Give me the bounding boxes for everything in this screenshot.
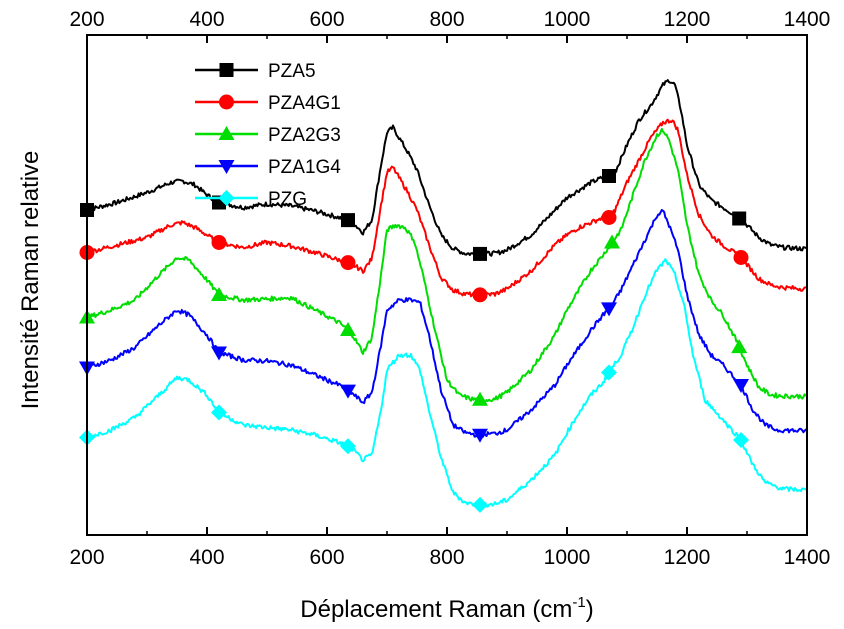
legend-item: PZA5 xyxy=(195,61,316,82)
data-point-marker xyxy=(601,302,617,317)
legend-label: PZA5 xyxy=(268,61,316,82)
legend: PZA5 PZA4G1 PZA2G3 PZA1G4 PZG xyxy=(195,61,341,210)
legend-marker xyxy=(219,94,234,110)
data-point-marker xyxy=(341,213,355,228)
data-point-marker xyxy=(340,255,356,271)
data-point-marker xyxy=(604,234,620,249)
series-pzg xyxy=(79,258,808,513)
data-point-marker xyxy=(472,496,488,513)
legend-marker xyxy=(218,190,235,206)
data-point-marker xyxy=(472,391,488,406)
x-tick-label-bottom: 200 xyxy=(69,546,104,569)
legend-item: PZG xyxy=(195,189,307,210)
legend-item: PZA1G4 xyxy=(195,157,341,178)
data-point-marker xyxy=(733,432,749,448)
series-pza1g4 xyxy=(79,209,808,443)
ticks-layer: 200 200 400 400 600 600 800 800 1000 1000 1200 1200… xyxy=(69,8,830,569)
x-tick-label-top: 400 xyxy=(189,8,224,31)
series-line xyxy=(86,79,808,258)
data-point-marker xyxy=(340,438,356,455)
data-point-marker xyxy=(601,210,617,225)
data-point-marker xyxy=(211,287,227,301)
x-tick-label-bottom: 1200 xyxy=(664,546,711,569)
series-line xyxy=(86,209,808,438)
data-point-marker xyxy=(732,211,747,226)
legend-label: PZA2G3 xyxy=(268,125,341,146)
data-point-marker xyxy=(340,322,356,336)
series-pza5 xyxy=(80,79,808,261)
series-pza2g3 xyxy=(79,127,808,406)
series-line xyxy=(86,118,808,299)
data-point-marker xyxy=(731,339,748,354)
data-point-marker xyxy=(472,428,488,443)
data-point-marker xyxy=(211,404,227,421)
x-tick-label-top: 800 xyxy=(429,8,464,31)
series-line xyxy=(86,258,808,508)
x-tick-label-bottom: 1000 xyxy=(544,546,591,569)
y-axis-title: Intensité Raman relative xyxy=(17,151,44,410)
data-point-marker xyxy=(733,379,749,393)
x-tick-label-bottom: 600 xyxy=(309,546,344,569)
legend-marker xyxy=(219,63,234,77)
x-tick-label-top: 1200 xyxy=(664,8,711,31)
x-axis-title: Déplacement Raman (cm-1) xyxy=(300,594,593,623)
data-point-marker xyxy=(211,235,227,250)
legend-marker xyxy=(218,160,235,174)
data-point-marker xyxy=(601,364,617,381)
legend-marker xyxy=(218,126,235,140)
x-tick-label-top: 1400 xyxy=(784,8,831,31)
legend-label: PZA4G1 xyxy=(268,93,341,114)
x-tick-label-top: 200 xyxy=(69,8,104,31)
x-tick-label-top: 600 xyxy=(309,8,344,31)
data-point-marker xyxy=(733,250,749,265)
data-point-marker xyxy=(211,346,227,361)
legend-item: PZA4G1 xyxy=(195,93,341,114)
data-point-marker xyxy=(340,384,356,399)
x-tick-label-top: 1000 xyxy=(544,8,591,31)
data-point-marker xyxy=(473,246,487,261)
series-line xyxy=(87,127,808,403)
series-layer xyxy=(79,79,808,513)
x-tick-label-bottom: 800 xyxy=(429,546,464,569)
x-tick-label-bottom: 400 xyxy=(189,546,224,569)
series-pza4g1 xyxy=(79,118,808,303)
legend-label: PZA1G4 xyxy=(268,157,341,178)
legend-label: PZG xyxy=(268,189,307,210)
legend-item: PZA2G3 xyxy=(195,125,341,146)
data-point-marker xyxy=(602,169,616,183)
data-point-marker xyxy=(472,287,488,303)
x-tick-label-bottom: 1400 xyxy=(784,546,831,569)
